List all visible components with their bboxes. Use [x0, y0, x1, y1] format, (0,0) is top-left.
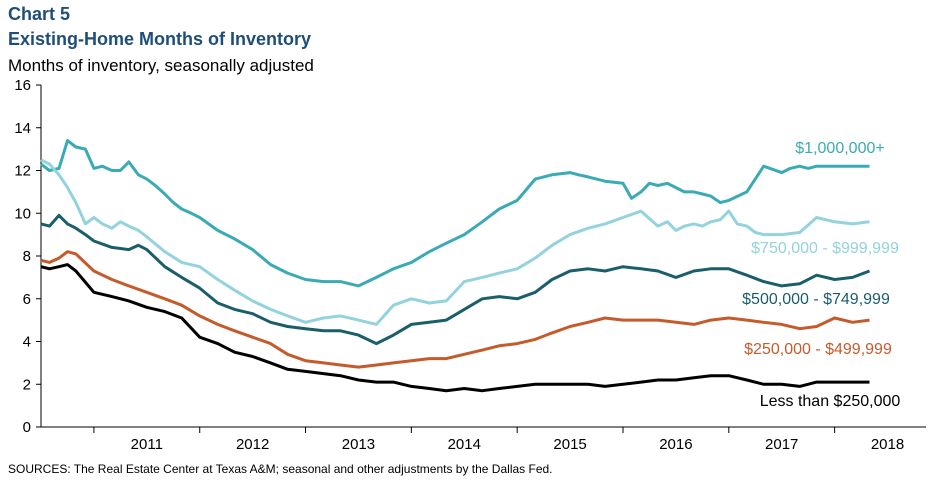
y-tick-label: 12	[14, 163, 31, 180]
series-line	[40, 139, 870, 288]
series-line	[40, 158, 870, 326]
chart-title: Existing-Home Months of Inventory	[8, 29, 312, 49]
x-tick-label: 2012	[236, 436, 269, 453]
y-tick-label: 8	[23, 248, 31, 265]
chart-number: Chart 5	[8, 4, 71, 24]
series-label: Less than $250,000	[760, 393, 901, 410]
line-chart: 0 2 4 6 8 10 12 14 16 2011 2012 2013 2014 2015 2016 201…	[14, 77, 926, 453]
y-tick-label: 16	[14, 77, 31, 94]
series-line	[40, 263, 870, 393]
y-tick-label: 0	[23, 419, 31, 436]
x-tick-label: 2015	[553, 436, 586, 453]
x-tick-label: 2017	[765, 436, 798, 453]
y-tick-label: 14	[14, 120, 31, 137]
series-label: $500,000 - $749,999	[742, 291, 890, 308]
x-tick-label: 2018	[871, 436, 904, 453]
source-note: SOURCES: The Real Estate Center at Texas…	[8, 462, 553, 476]
y-tick-label: 6	[23, 291, 31, 308]
y-tick-label: 4	[23, 334, 31, 351]
series-label: $1,000,000+	[795, 140, 884, 157]
series-line	[40, 250, 870, 369]
series-label: $750,000 - $999,999	[751, 240, 899, 257]
chart-subtitle: Months of inventory, seasonally adjusted	[8, 56, 314, 75]
x-tick-label: 2011	[131, 436, 163, 453]
x-tick-label: 2014	[448, 436, 481, 453]
y-tick-label: 2	[23, 376, 31, 393]
series-label: $250,000 - $499,999	[744, 341, 892, 358]
series-line	[40, 213, 871, 346]
x-tick-label: 2016	[659, 436, 692, 453]
x-tick-label: 2013	[342, 436, 375, 453]
y-tick-label: 10	[14, 205, 31, 222]
